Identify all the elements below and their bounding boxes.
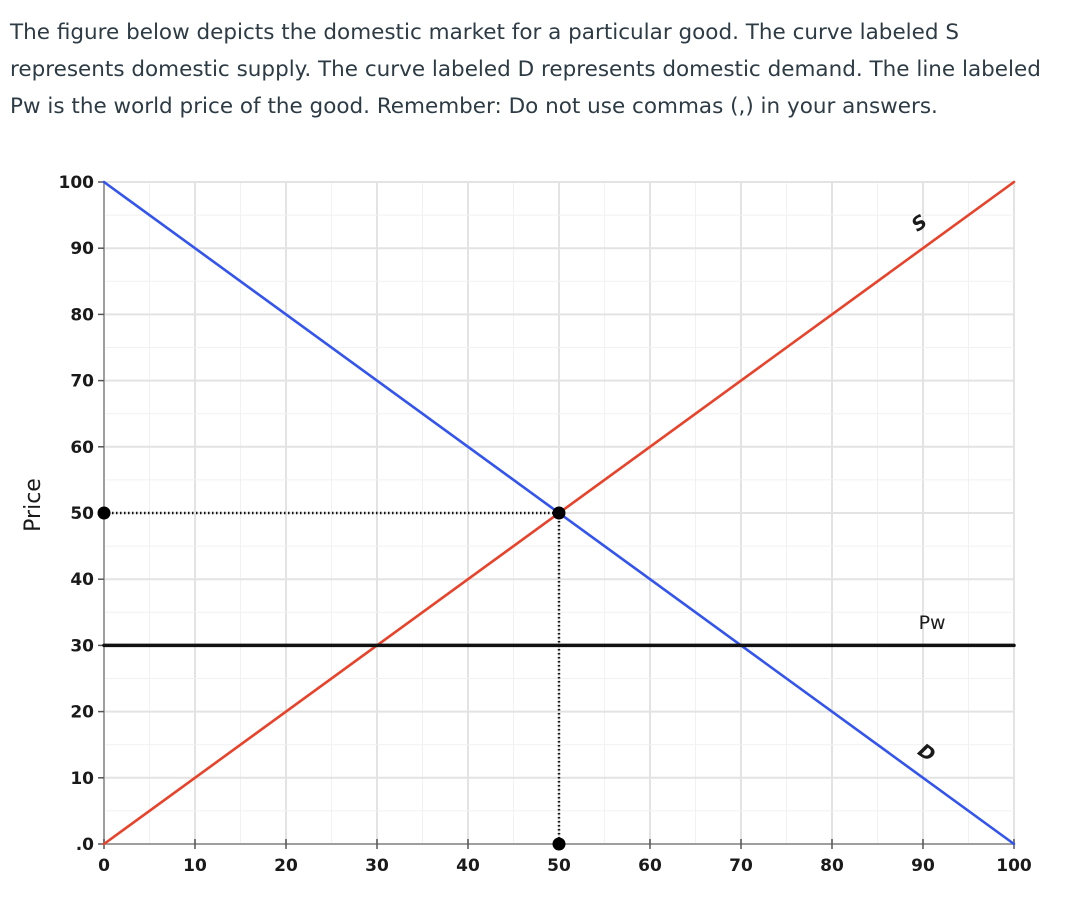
y-tick-label: 40 xyxy=(70,570,94,590)
quantity-axis-marker xyxy=(552,837,566,851)
y-axis-title: Price xyxy=(21,478,46,532)
chart-labels: S D Pw xyxy=(908,210,946,766)
x-tick-label: 50 xyxy=(547,856,571,876)
y-tick-label: 50 xyxy=(70,504,94,524)
x-tick-label: 90 xyxy=(911,856,935,876)
y-tick-label: 20 xyxy=(70,703,94,723)
equilibrium-guides xyxy=(104,511,561,844)
equilibrium-point-marker xyxy=(552,506,566,520)
x-tick-label: 80 xyxy=(820,856,844,876)
x-tick-label: 20 xyxy=(274,856,298,876)
price-axis-marker xyxy=(97,506,111,520)
x-tick-label: 0 xyxy=(98,856,110,876)
chart-markers xyxy=(97,506,566,851)
chart-axes: 0 10 20 30 40 50 60 70 80 90 100 .0 10 20 30 40 50 60 70 80… xyxy=(59,173,1032,876)
chart-svg: 0 10 20 30 40 50 60 70 80 90 100 .0 10 20 30 40 50 60 70 80… xyxy=(21,173,1032,876)
market-chart: 0 10 20 30 40 50 60 70 80 90 100 .0 10 20 30 40 50 60 70 80… xyxy=(0,160,1080,908)
y-tick-label: 60 xyxy=(70,438,94,458)
y-tick-label: 30 xyxy=(70,636,94,656)
question-text: The figure below depicts the domestic ma… xyxy=(10,20,1041,119)
y-tick-label: 80 xyxy=(70,305,94,325)
x-tick-label: 70 xyxy=(729,856,753,876)
y-tick-label: 70 xyxy=(70,372,94,392)
x-tick-label: 30 xyxy=(365,856,389,876)
y-tick-label: 100 xyxy=(59,173,95,193)
curve-label-s: S xyxy=(908,210,932,236)
curve-label-d: D xyxy=(914,739,940,766)
y-tick-label: 90 xyxy=(70,239,94,259)
x-tick-label: 10 xyxy=(183,856,207,876)
y-tick-label: 10 xyxy=(70,769,94,789)
x-tick-label: 40 xyxy=(456,856,480,876)
x-tick-label: 60 xyxy=(638,856,662,876)
curve-label-pw: Pw xyxy=(919,612,946,634)
x-tick-label: 100 xyxy=(996,856,1032,876)
y-tick-label: .0 xyxy=(76,835,94,855)
